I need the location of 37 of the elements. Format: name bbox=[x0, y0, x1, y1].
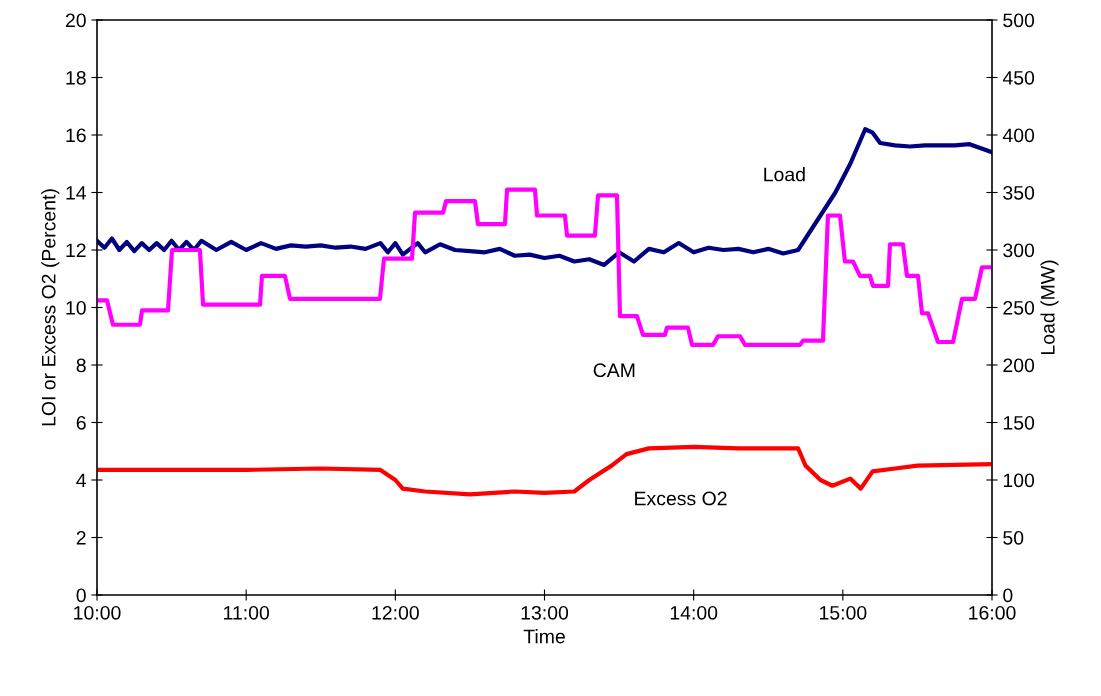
x-tick-label: 13:00 bbox=[521, 605, 569, 620]
y2-tick-label: 500 bbox=[1003, 13, 1035, 28]
line-series bbox=[97, 127, 992, 268]
y-tick-label: 0 bbox=[76, 588, 86, 603]
y-tick-label: 14 bbox=[66, 186, 87, 200]
y2-tick-label: 0 bbox=[1003, 588, 1013, 603]
y2-axis-title: Load (MW) bbox=[1040, 260, 1059, 354]
y-axis-title: LOI or Excess O2 (Percent) bbox=[41, 189, 60, 426]
y2-tick-label: 150 bbox=[1003, 415, 1035, 430]
x-tick-label: 14:00 bbox=[670, 605, 718, 620]
x-tick-label: 16:00 bbox=[969, 605, 1016, 620]
y-tick-label: 20 bbox=[65, 13, 86, 28]
y-tick-label: 4 bbox=[76, 473, 87, 488]
y-tick-label: 6 bbox=[76, 415, 86, 430]
x-axis-title: Time bbox=[523, 629, 565, 644]
y2-tick-label: 400 bbox=[1002, 128, 1035, 143]
series-label: Load bbox=[764, 167, 805, 182]
y2-tick-label: 350 bbox=[1003, 185, 1035, 200]
y-tick-label: 12 bbox=[66, 243, 86, 258]
y-tick-label: 18 bbox=[66, 70, 86, 85]
y2-tick-label: 250 bbox=[1003, 300, 1035, 315]
y-tick-label: 16 bbox=[66, 128, 86, 143]
x-tick-label: 12:00 bbox=[372, 605, 419, 620]
y2-tick-label: 50 bbox=[1003, 530, 1024, 545]
y2-tick-label: 200 bbox=[1003, 358, 1035, 373]
line-series bbox=[97, 187, 992, 347]
series-label: CAM bbox=[593, 363, 635, 378]
y-tick-label: 10 bbox=[66, 300, 86, 315]
y2-tick-label: 450 bbox=[1002, 70, 1035, 85]
y2-tick-label: 100 bbox=[1003, 473, 1035, 488]
y-tick-label: 8 bbox=[76, 358, 86, 373]
series-label: Excess O2 bbox=[635, 491, 727, 506]
x-tick-label: 11:00 bbox=[224, 605, 270, 620]
x-tick-label: 15:00 bbox=[819, 605, 867, 620]
x-tick-label: 10:00 bbox=[74, 605, 121, 620]
y-tick-label: 2 bbox=[76, 530, 86, 545]
y2-tick-label: 300 bbox=[1003, 243, 1035, 258]
